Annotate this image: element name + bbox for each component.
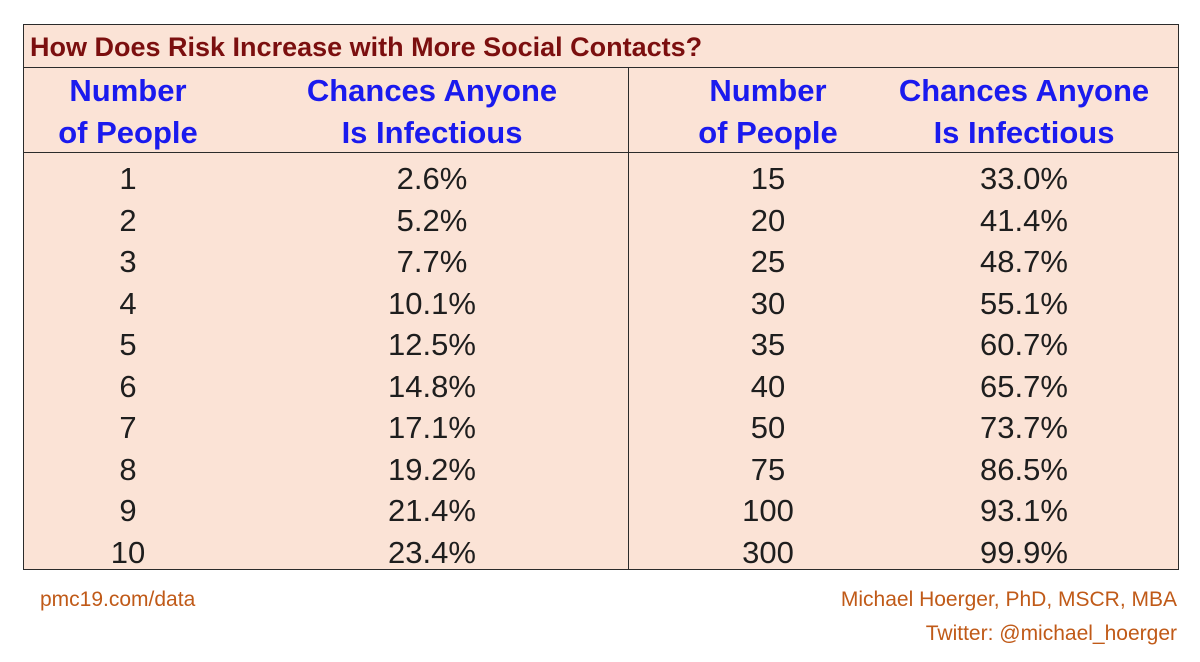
cell-people-count: 9 [119,493,137,528]
cell-infectious-chance: 93.1% [980,493,1068,528]
risk-table: How Does Risk Increase with More Social … [23,24,1179,570]
author-credit: Michael Hoerger, PhD, MSCR, MBA [840,588,1177,611]
cell-people-count: 2 [119,202,137,238]
cell-people-count: 35 [750,327,786,362]
header-line: Chances Anyone [898,73,1150,108]
cell-infectious-chance: 99.9% [980,534,1068,570]
cell-people-count: 6 [119,368,137,404]
header-line: Is Infectious [341,115,523,150]
cell-infectious-chance: 41.4% [980,202,1068,238]
cell-infectious-chance: 17.1% [388,410,476,445]
cell-infectious-chance: 12.5% [388,327,476,362]
cell-people-count: 10 [110,534,146,570]
table-title: How Does Risk Increase with More Social … [30,32,703,62]
cell-people-count: 7 [119,410,137,445]
cell-infectious-chance: 73.7% [980,410,1068,445]
cell-infectious-chance: 14.8% [388,368,476,404]
column-divider [628,67,629,569]
cell-infectious-chance: 5.2% [396,202,468,238]
twitter-handle: Twitter: @michael_hoerger [925,622,1177,645]
cell-infectious-chance: 33.0% [980,161,1068,196]
header-line: Is Infectious [933,115,1115,150]
cell-people-count: 1 [119,161,137,196]
title-divider [24,67,1178,68]
cell-people-count: 100 [742,493,794,528]
header-line: Number [69,73,187,108]
header-chances-right: Chances Anyone Is Infectious [874,70,1174,154]
cell-infectious-chance: 60.7% [980,327,1068,362]
cell-people-count: 8 [119,451,137,487]
cell-people-count: 50 [750,410,786,445]
cell-people-count: 300 [742,534,794,570]
header-divider [24,152,1178,153]
header-line: of People [698,115,838,150]
cell-infectious-chance: 86.5% [980,451,1068,487]
header-number-of-people-left: Number of People [24,70,232,154]
cell-infectious-chance: 65.7% [980,368,1068,404]
cell-infectious-chance: 2.6% [396,161,468,196]
source-link: pmc19.com/data [40,588,196,611]
header-number-of-people-right: Number of People [664,70,872,154]
cell-people-count: 4 [119,285,137,321]
cell-people-count: 3 [119,244,137,279]
header-line: Number [709,73,827,108]
cell-infectious-chance: 10.1% [388,285,476,321]
cell-people-count: 5 [119,327,137,362]
cell-infectious-chance: 19.2% [388,451,476,487]
cell-infectious-chance: 23.4% [388,534,476,570]
header-chances-left: Chances Anyone Is Infectious [282,70,582,154]
cell-people-count: 40 [750,368,786,404]
header-line: Chances Anyone [306,73,558,108]
cell-infectious-chance: 7.7% [396,244,468,279]
header-line: of People [58,115,198,150]
cell-infectious-chance: 55.1% [980,285,1068,321]
cell-people-count: 75 [750,451,786,487]
cell-people-count: 20 [750,202,786,238]
cell-infectious-chance: 48.7% [980,244,1068,279]
cell-people-count: 25 [750,244,786,279]
cell-people-count: 15 [750,161,786,196]
cell-people-count: 30 [750,285,786,321]
cell-infectious-chance: 21.4% [388,493,476,528]
